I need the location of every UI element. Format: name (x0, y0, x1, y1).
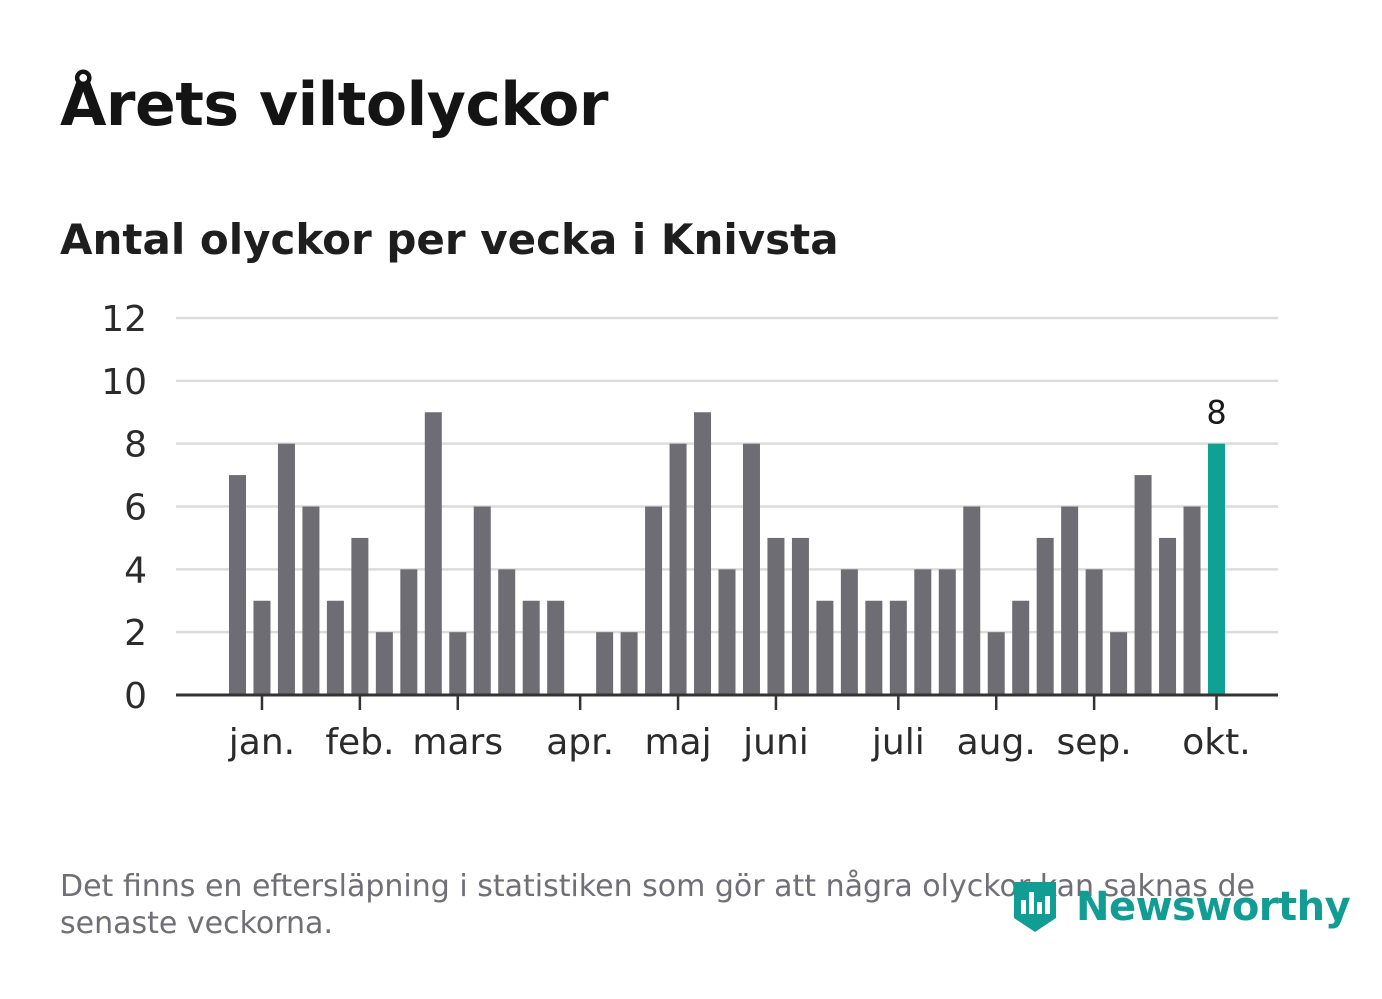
bar (694, 412, 712, 695)
x-tick-label: apr. (546, 722, 614, 763)
bar-highlight (1208, 443, 1225, 695)
chart-subtitle: Antal olyckor per vecka i Knivsta (60, 215, 839, 264)
bar (865, 600, 883, 695)
x-tick-label: juni (742, 722, 809, 763)
bar (1110, 632, 1128, 695)
y-tick-label: 4 (124, 550, 147, 591)
bar (1012, 600, 1030, 695)
bar (498, 569, 516, 695)
bar (596, 632, 614, 695)
bar (840, 569, 858, 695)
bar (424, 412, 442, 695)
y-tick-label: 8 (124, 425, 147, 466)
bars (229, 412, 1225, 695)
y-tick-label: 10 (101, 362, 147, 403)
chart-title: Årets viltolyckor (60, 70, 609, 140)
bar (1183, 506, 1201, 695)
bar (522, 600, 540, 695)
brand-logo: Newsworthy (1010, 878, 1351, 936)
bar (767, 537, 785, 695)
bar (473, 506, 491, 695)
bar (914, 569, 932, 695)
bar (375, 632, 393, 695)
bar (718, 569, 736, 695)
bar (277, 443, 295, 695)
bar (742, 443, 760, 695)
data-label: 8 (1206, 394, 1226, 432)
bar (963, 506, 981, 695)
bar (669, 443, 687, 695)
x-tick-label: maj (644, 722, 711, 763)
y-tick-label: 0 (124, 676, 147, 717)
bar (229, 475, 246, 695)
x-axis-tick-labels: jan. feb. mars apr. maj juni juli aug. sep. okt. (228, 722, 1251, 763)
bar (351, 537, 369, 695)
x-tick-label: sep. (1057, 722, 1132, 763)
bar (547, 600, 565, 695)
bar (938, 569, 956, 695)
x-tick-label: juli (871, 722, 925, 763)
x-tick-label: okt. (1182, 722, 1250, 763)
y-tick-label: 12 (101, 299, 147, 340)
x-tick-label: mars (412, 722, 503, 763)
bar (400, 569, 418, 695)
y-axis-tick-labels: 0 2 4 6 8 10 12 (101, 299, 147, 717)
bar (791, 537, 809, 695)
data-labels: 8 (1206, 394, 1226, 432)
y-tick-label: 2 (124, 613, 147, 654)
bar (816, 600, 834, 695)
x-axis (176, 693, 1278, 710)
bar (889, 600, 907, 695)
bar (1134, 475, 1152, 695)
bar (326, 600, 344, 695)
bar (1036, 537, 1054, 695)
newsworthy-logo-icon (1014, 882, 1056, 932)
bar (620, 632, 638, 695)
x-tick-label: aug. (957, 722, 1036, 763)
x-tick-label: feb. (325, 722, 394, 763)
bar (645, 506, 663, 695)
bar (1085, 569, 1103, 695)
y-tick-label: 6 (124, 488, 147, 529)
x-tick-label: jan. (228, 722, 295, 763)
brand-name: Newsworthy (1076, 884, 1351, 930)
bar (302, 506, 320, 695)
bar (987, 632, 1005, 695)
bar (1159, 537, 1177, 695)
bar (449, 632, 467, 695)
bar (1061, 506, 1079, 695)
bar (253, 600, 271, 695)
